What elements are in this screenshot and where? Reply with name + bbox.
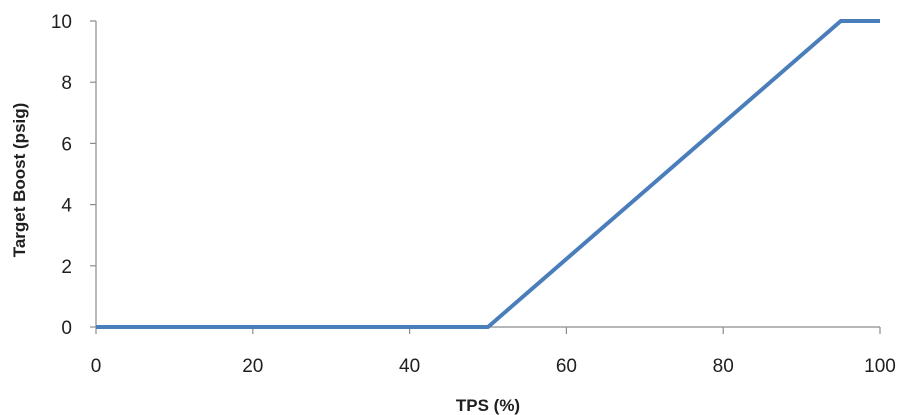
y-axis: 0 2 4 6 8 10: [51, 12, 97, 339]
x-tick-label: 40: [399, 356, 420, 377]
y-tick-label: 0: [61, 318, 72, 339]
x-tick-label: 0: [91, 356, 102, 377]
x-axis: 0 20 40 60 80 100: [91, 326, 896, 377]
x-tick-label: 80: [713, 356, 734, 377]
x-tick-label: 60: [556, 356, 577, 377]
series-group: [96, 19, 880, 329]
y-axis-title: Target Boost (psig): [10, 103, 29, 258]
y-tick-label: 6: [61, 134, 72, 155]
y-tick-label: 4: [61, 196, 72, 217]
x-tick-label: 20: [242, 356, 263, 377]
x-tick-label: 100: [864, 356, 896, 377]
y-tick-label: 2: [61, 257, 72, 278]
y-tick-label: 8: [61, 73, 72, 94]
y-tick-label: 10: [51, 12, 72, 33]
series-line-0: [96, 19, 880, 329]
x-axis-title: TPS (%): [456, 396, 520, 415]
